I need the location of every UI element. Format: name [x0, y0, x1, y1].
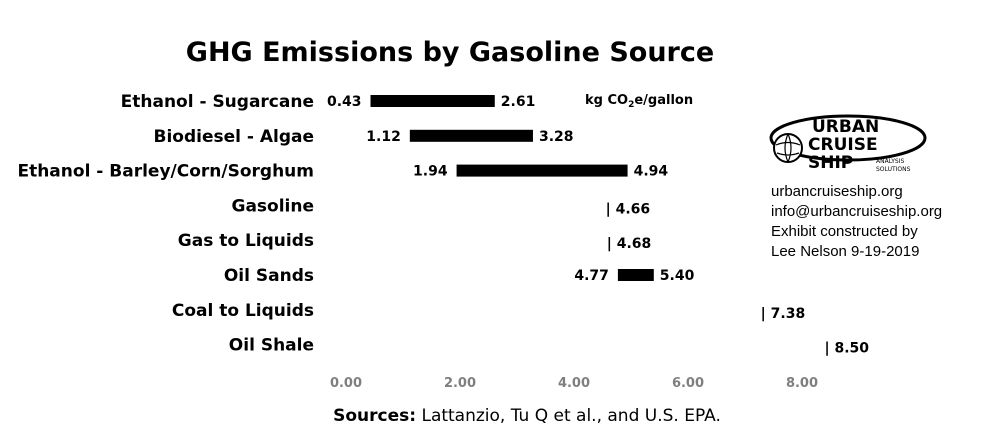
x-tick-label: 6.00: [672, 376, 704, 391]
logo-sub-solutions: SOLUTIONS: [876, 166, 911, 173]
category-label: Coal to Liquids: [172, 301, 314, 321]
range-bar: [409, 129, 533, 142]
category-label: Oil Sands: [224, 266, 314, 286]
logo-word-urban: URBAN: [812, 117, 879, 137]
globe-icon: [773, 133, 803, 163]
category-labels: Ethanol - Sugarcane Biodiesel - Algae Etha…: [17, 92, 314, 356]
category-label: Gas to Liquids: [178, 231, 314, 251]
source-note: Sources: Lattanzio, Tu Q et al., and U.S…: [333, 406, 721, 426]
logo-sub-analysis: ANALYSIS: [876, 158, 904, 165]
x-tick-label: 0.00: [330, 376, 362, 391]
logo-word-cruise: CRUISE: [808, 135, 878, 155]
urban-cruise-ship-logo: URBAN CRUISE SHIP ANALYSIS SOLUTIONS: [769, 114, 927, 173]
bars: [370, 95, 654, 281]
x-axis-ticks: 0.00 2.00 4.00 6.00 8.00: [330, 376, 818, 391]
high-value-label: 2.61: [501, 94, 536, 110]
range-bar: [617, 269, 654, 281]
high-value-label: 5.40: [660, 268, 695, 284]
category-label: Oil Shale: [229, 336, 314, 356]
logo-ring-icon: [769, 114, 927, 162]
range-bar: [456, 164, 628, 177]
chart-title: GHG Emissions by Gasoline Source: [186, 37, 714, 68]
email-text: info@urbancruiseship.org: [771, 203, 943, 220]
category-label: Biodiesel - Algae: [153, 127, 314, 147]
website-text: urbancruiseship.org: [771, 183, 903, 200]
low-value-label: 4.77: [574, 268, 609, 284]
category-label: Ethanol - Sugarcane: [121, 92, 314, 112]
data-labels: 0.43 2.61 1.12 3.28 1.94 4.94 | 4.66 | 4.68 4.77…: [327, 94, 869, 357]
category-label: Ethanol - Barley/Corn/Sorghum: [17, 162, 314, 182]
source-prefix: Sources:: [333, 406, 416, 426]
x-tick-label: 2.00: [444, 376, 476, 391]
high-value-label: 4.94: [634, 164, 669, 180]
credit-block: urbancruiseship.org info@urbancruiseship…: [771, 182, 942, 262]
logo-word-ship: SHIP: [808, 153, 853, 173]
x-tick-label: 8.00: [786, 376, 818, 391]
unit-label: kg CO2e/gallon: [585, 93, 693, 110]
point-value-label: | 4.66: [606, 201, 651, 217]
low-value-label: 1.12: [366, 129, 401, 145]
point-value-label: | 7.38: [761, 306, 806, 322]
range-bar: [370, 95, 495, 107]
credit-line-2: Lee Nelson 9-19-2019: [771, 243, 920, 260]
high-value-label: 3.28: [539, 129, 574, 145]
credit-line-1: Exhibit constructed by: [771, 223, 918, 240]
globe-lines-icon: [775, 133, 801, 163]
low-value-label: 0.43: [327, 94, 362, 110]
point-value-label: | 4.68: [607, 236, 652, 252]
source-text: Lattanzio, Tu Q et al., and U.S. EPA.: [416, 406, 721, 426]
point-value-label: | 8.50: [825, 341, 870, 357]
x-tick-label: 4.00: [558, 376, 590, 391]
low-value-label: 1.94: [413, 164, 448, 180]
category-label: Gasoline: [231, 196, 314, 216]
